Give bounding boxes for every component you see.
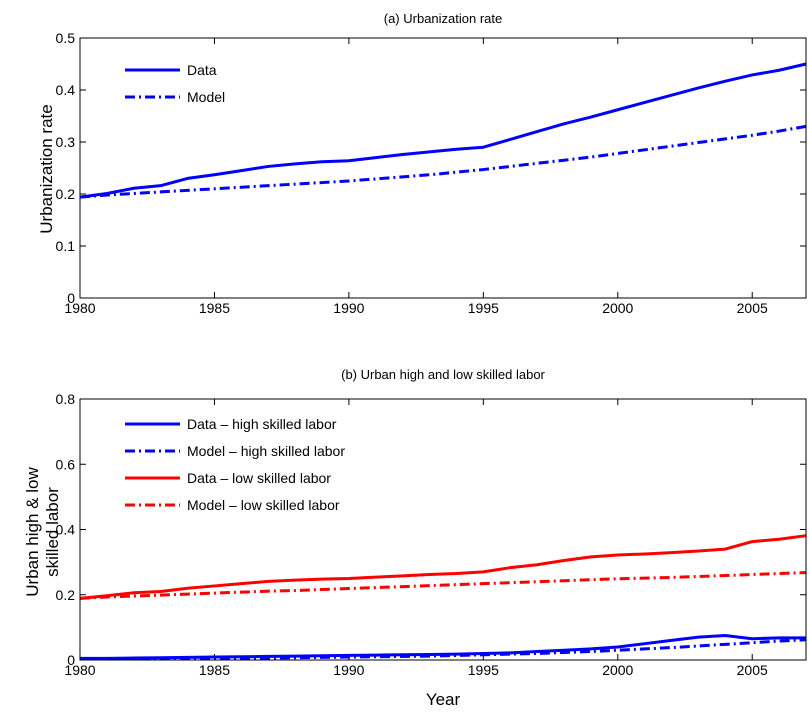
legend-label: Data – high skilled labor [187,416,337,432]
series-line-3 [79,571,807,600]
legend-label: Model [187,89,225,105]
x-tick-label: 2000 [602,300,633,316]
x-tick-label: 2005 [737,300,768,316]
y-tick-label: 0.4 [56,82,76,98]
panel-urbanization-rate: (a) Urbanization rate Urbanization rate … [37,11,807,316]
legend-label: Model – low skilled labor [187,497,340,513]
y-tick-label: 0 [67,290,75,306]
chart-title: (a) Urbanization rate [384,11,503,26]
series-line-1 [79,124,807,199]
legend-label: Data – low skilled labor [187,470,331,486]
y-tick-label: 0.8 [56,391,76,407]
tick-layer: 1980 1985 1990 1995 2000 2005 0 0.2 0.4 0.6 0.8 [56,391,806,678]
y-axis-label: Urbanization rate [37,104,56,233]
legend: Data – high skilled labor Model – high sk… [125,416,345,513]
y-tick-label: 0 [67,652,75,668]
y-tick-label: 0.4 [56,522,76,538]
series-layer [79,62,807,199]
x-tick-label: 1985 [199,662,230,678]
x-tick-label: 1990 [333,300,364,316]
y-tick-label: 0.1 [56,238,76,254]
plot-area-frame [79,37,807,299]
y-tick-label: 0.5 [56,30,76,46]
x-tick-label: 1995 [468,662,499,678]
legend: Data Model [125,62,225,105]
series-line-1 [80,638,807,661]
chart-title: (b) Urban high and low skilled labor [341,367,545,382]
series-layer [79,534,807,661]
series-line-0 [79,62,807,199]
y-tick-label: 0.6 [56,456,76,472]
tick-layer: 1980 1985 1990 1995 2000 2005 0 0.1 0.2 0.3 0.4 0.5 [56,30,806,316]
series-line-2 [79,534,807,600]
x-axis-label: Year [426,690,461,709]
y-tick-label: 0.2 [56,587,76,603]
x-tick-label: 1990 [333,662,364,678]
panel-urban-labor: (b) Urban high and low skilled labor Urb… [23,367,807,709]
x-tick-label: 1995 [468,300,499,316]
y-axis-label-line-1: Urban high & low [23,467,42,597]
y-axis-label-line-2: skilled labor [43,487,62,577]
x-tick-label: 1985 [199,300,230,316]
y-tick-label: 0.2 [56,186,76,202]
x-tick-label: 2005 [737,662,768,678]
plot-area-frame [79,398,807,661]
legend-label: Model – high skilled labor [187,443,345,459]
x-tick-label: 1980 [64,662,95,678]
x-tick-label: 1980 [64,300,95,316]
x-tick-label: 2000 [602,662,633,678]
legend-label: Data [187,62,217,78]
y-tick-label: 0.3 [56,134,76,150]
